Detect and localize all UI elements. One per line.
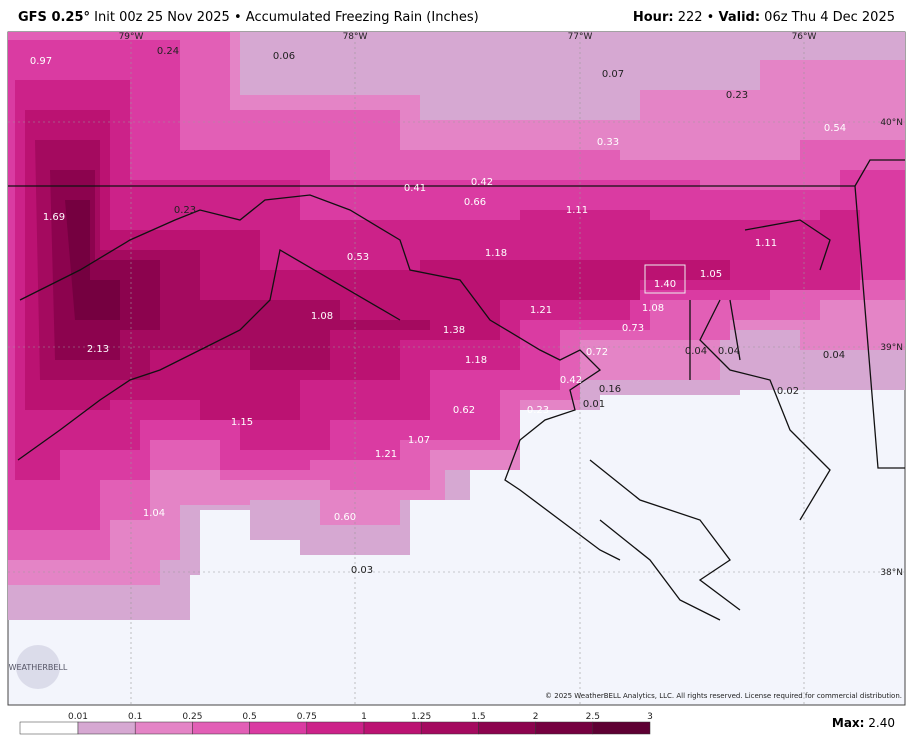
colorbar-label: 0.01 [68, 712, 88, 722]
point-value: 1.08 [642, 303, 664, 314]
colorbar-label: 1.5 [471, 712, 485, 722]
map: WEATHERBELL © 2025 WeatherBELL Analytics… [7, 31, 906, 706]
hour-label: Hour: [633, 10, 674, 25]
header-left: GFS 0.25° Init 00z 25 Nov 2025 • Accumul… [18, 10, 479, 25]
max-label: Max: [832, 716, 865, 730]
borders [8, 159, 905, 621]
product: Accumulated Freezing Rain (Inches) [246, 10, 479, 25]
colorbar-swatch [192, 721, 250, 735]
point-value: 0.07 [602, 69, 624, 80]
point-value: 0.42 [560, 375, 582, 386]
point-value: 1.18 [485, 248, 507, 259]
point-value: 0.16 [599, 384, 621, 395]
hour: 222 [678, 10, 703, 25]
colorbar-label: 2.5 [586, 712, 600, 722]
colorbar-swatch [19, 721, 79, 735]
shading [8, 32, 905, 620]
point-value: 0.01 [583, 399, 605, 410]
valid-label: Valid: [718, 10, 760, 25]
point-value: 0.41 [404, 183, 426, 194]
colorbar-swatch [420, 721, 479, 735]
point-value: 1.05 [700, 269, 722, 280]
point-value: 0.62 [453, 405, 475, 416]
point-value: 0.04 [685, 346, 707, 357]
point-value: 0.42 [471, 177, 493, 188]
point-value: 1.21 [375, 449, 397, 460]
point-value: 1.21 [530, 305, 552, 316]
logo: WEATHERBELL [9, 663, 68, 672]
point-value: 2.13 [87, 344, 109, 355]
point-value: 0.04 [823, 350, 845, 361]
point-value: 0.73 [622, 323, 644, 334]
init: Init 00z 25 Nov 2025 [94, 10, 230, 25]
colorbar-swatch [77, 721, 136, 735]
point-value: 1.04 [143, 508, 165, 519]
colorbar-swatch [592, 721, 651, 735]
point-value: 0.54 [824, 123, 846, 134]
colorbar-label: 0.1 [128, 712, 142, 722]
point-value: 0.66 [464, 197, 486, 208]
lon-label: 77°W [568, 32, 593, 42]
point-value: 0.23 [174, 205, 196, 216]
point-value: 0.72 [586, 347, 608, 358]
lat-label: 38°N [880, 568, 903, 578]
lat-label: 40°N [880, 118, 903, 128]
colorbar-label: 0.75 [297, 712, 317, 722]
header-right: Hour: 222 • Valid: 06z Thu 4 Dec 2025 [633, 10, 895, 25]
point-value: 1.40 [654, 279, 676, 290]
colorbar-swatch [535, 721, 594, 735]
graticule [8, 32, 905, 705]
copyright: © 2025 WeatherBELL Analytics, LLC. All r… [545, 692, 902, 700]
colorbar-swatch [306, 721, 365, 735]
point-value: 0.24 [157, 46, 179, 57]
point-value: 0.53 [347, 252, 369, 263]
max-value: 2.40 [868, 716, 895, 730]
point-value: 1.38 [443, 325, 465, 336]
point-value: 0.04 [718, 346, 740, 357]
point-value: 0.23 [726, 90, 748, 101]
labels: 79°W 78°W 77°W 76°W 40°N 39°N 38°N 0.97 0.24 0.06… [30, 32, 903, 578]
point-value: 1.69 [43, 212, 65, 223]
colorbar-label: 2 [533, 712, 539, 722]
lon-label: 78°W [343, 32, 368, 42]
point-value: 1.11 [755, 238, 777, 249]
point-value: 0.02 [777, 386, 799, 397]
city-outline [644, 264, 686, 294]
point-value: 1.11 [566, 205, 588, 216]
lon-label: 76°W [792, 32, 817, 42]
point-value: 1.07 [408, 435, 430, 446]
colorbar-swatch [134, 721, 193, 735]
colorbar-swatch [363, 721, 422, 735]
logo-mark [16, 645, 60, 689]
point-value: 1.15 [231, 417, 253, 428]
colorbar-label: 3 [647, 712, 653, 722]
point-value: 0.06 [273, 51, 295, 62]
lon-label: 79°W [119, 32, 144, 42]
point-value: 1.18 [465, 355, 487, 366]
colorbar: 0.01 0.1 0.25 0.5 0.75 1 1.25 1.5 2 2.5 3 [19, 712, 653, 735]
model: GFS 0.25° [18, 10, 90, 25]
point-value: 0.33 [597, 137, 619, 148]
point-value: 0.03 [351, 565, 373, 576]
colorbar-swatch [249, 721, 308, 735]
point-value: 0.97 [30, 56, 52, 67]
colorbar-label: 1 [361, 712, 367, 722]
point-value: 1.08 [311, 311, 333, 322]
point-value: 0.23 [527, 405, 549, 416]
max: Max: 2.40 [832, 716, 895, 730]
colorbar-label: 0.5 [242, 712, 256, 722]
point-value: 0.60 [334, 512, 356, 523]
sep: • [234, 10, 242, 25]
colorbar-label: 0.25 [182, 712, 202, 722]
sep: • [707, 10, 715, 25]
colorbar-swatch [478, 721, 536, 735]
colorbar-label: 1.25 [411, 712, 431, 722]
lat-label: 39°N [880, 343, 903, 353]
valid: 06z Thu 4 Dec 2025 [764, 10, 895, 25]
